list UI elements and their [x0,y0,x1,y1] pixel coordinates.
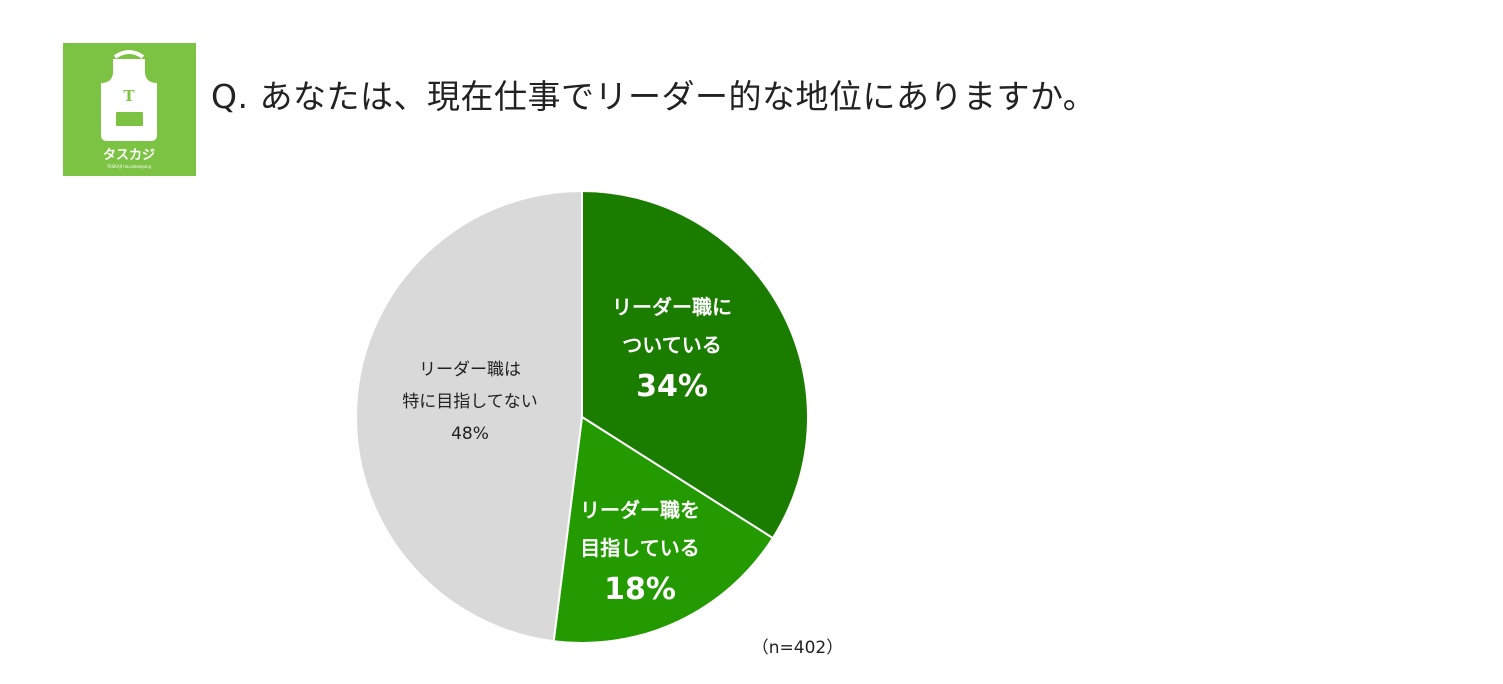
slice-label-line: リーダー職に [612,295,732,319]
slice-label-leader: リーダー職に ついている 34% [572,288,772,410]
taskaji-logo: T タスカジ TASKAJI housekeeping [63,43,196,176]
slice-label-line: 目指している [580,536,700,560]
slice-value: 18% [604,572,676,607]
logo-tagline: TASKAJI housekeeping [106,164,152,169]
slice-label-line: ついている [622,333,722,357]
logo-brand: タスカジ [103,148,155,163]
pie-slices [355,190,809,644]
slice-label-not-aiming: リーダー職は 特に目指してない 48% [378,354,562,450]
question-title: Q. あなたは、現在仕事でリーダー的な地位にありますか。 [211,77,1097,116]
logo-letter: T [123,87,135,105]
sample-size-note: （n=402） [751,638,844,658]
slice-label-line: リーダー職は [419,360,521,380]
pie-slice-3 [355,190,583,643]
pie-slice-1 [581,190,809,540]
slice-label-line: リーダー職を [580,498,700,522]
slice-label-aspiring: リーダー職を 目指している 18% [540,491,740,613]
slice-value: 48% [451,424,489,444]
apron-pocket [116,112,143,126]
slice-label-line: 特に目指してない [402,392,538,412]
slice-value: 34% [636,369,708,404]
pie-slice-2 [552,416,774,644]
